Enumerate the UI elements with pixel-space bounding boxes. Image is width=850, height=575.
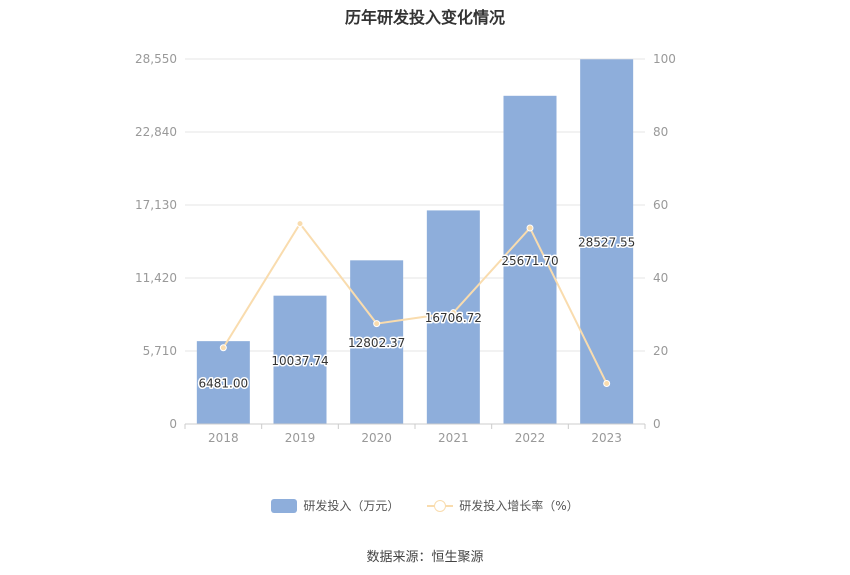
- bar-value-label: 16706.72: [425, 311, 482, 325]
- bar-value-label: 12802.37: [348, 336, 405, 350]
- growth-rate-point: [373, 320, 381, 328]
- x-tick-label: 2019: [285, 431, 316, 445]
- y-right-tick-label: 40: [653, 271, 668, 285]
- x-tick-label: 2020: [361, 431, 392, 445]
- chart-legend: 研发投入（万元） 研发投入增长率（%）: [0, 497, 850, 516]
- growth-rate-point: [603, 379, 611, 387]
- bar: [503, 95, 557, 424]
- bar-value-label: 25671.70: [501, 254, 558, 268]
- y-right-tick-label: 100: [653, 52, 676, 66]
- bar: [196, 341, 250, 424]
- legend-line-label: 研发投入增长率（%）: [459, 499, 579, 513]
- bar: [350, 260, 404, 424]
- legend-item-bar[interactable]: 研发投入（万元）: [271, 497, 399, 514]
- y-left-tick-label: 5,710: [143, 344, 177, 358]
- legend-item-line[interactable]: 研发投入增长率（%）: [427, 497, 579, 514]
- x-tick-label: 2022: [515, 431, 546, 445]
- legend-line-swatch: [427, 499, 454, 513]
- y-right-tick-label: 60: [653, 198, 668, 212]
- data-source: 数据来源：恒生聚源: [366, 550, 484, 565]
- x-tick-label: 2018: [208, 431, 239, 445]
- growth-rate-line: [222, 221, 608, 384]
- y-left-tick-label: 0: [169, 417, 177, 431]
- bar-value-label: 10037.74: [271, 354, 328, 368]
- y-left-tick-label: 22,840: [135, 125, 177, 139]
- legend-bar-swatch: [271, 498, 298, 513]
- chart-title: 历年研发投入变化情况: [344, 8, 505, 27]
- x-tick-label: 2023: [591, 431, 622, 445]
- x-tick-label: 2021: [438, 431, 469, 445]
- legend-bar-label: 研发投入（万元）: [303, 499, 400, 513]
- y-right-tick-label: 20: [653, 344, 668, 358]
- bar: [580, 59, 634, 424]
- growth-rate-point: [296, 220, 304, 228]
- y-left-tick-label: 11,420: [135, 271, 177, 285]
- growth-rate-point: [219, 344, 227, 352]
- y-left-tick-label: 28,550: [135, 52, 177, 66]
- bar-value-label: 28527.55: [578, 236, 635, 250]
- growth-rate-point: [526, 224, 534, 232]
- bar: [426, 210, 480, 424]
- bar: [273, 295, 327, 424]
- y-left-tick-label: 17,130: [135, 198, 177, 212]
- bar-value-label: 6481.00: [199, 377, 249, 391]
- y-right-tick-label: 80: [653, 125, 668, 139]
- growth-rate-point: [449, 309, 457, 317]
- y-right-tick-label: 0: [653, 417, 661, 431]
- chart-plot: 6481.00 10037.74 12802.37 16706.72 25671.70 2…: [135, 52, 676, 445]
